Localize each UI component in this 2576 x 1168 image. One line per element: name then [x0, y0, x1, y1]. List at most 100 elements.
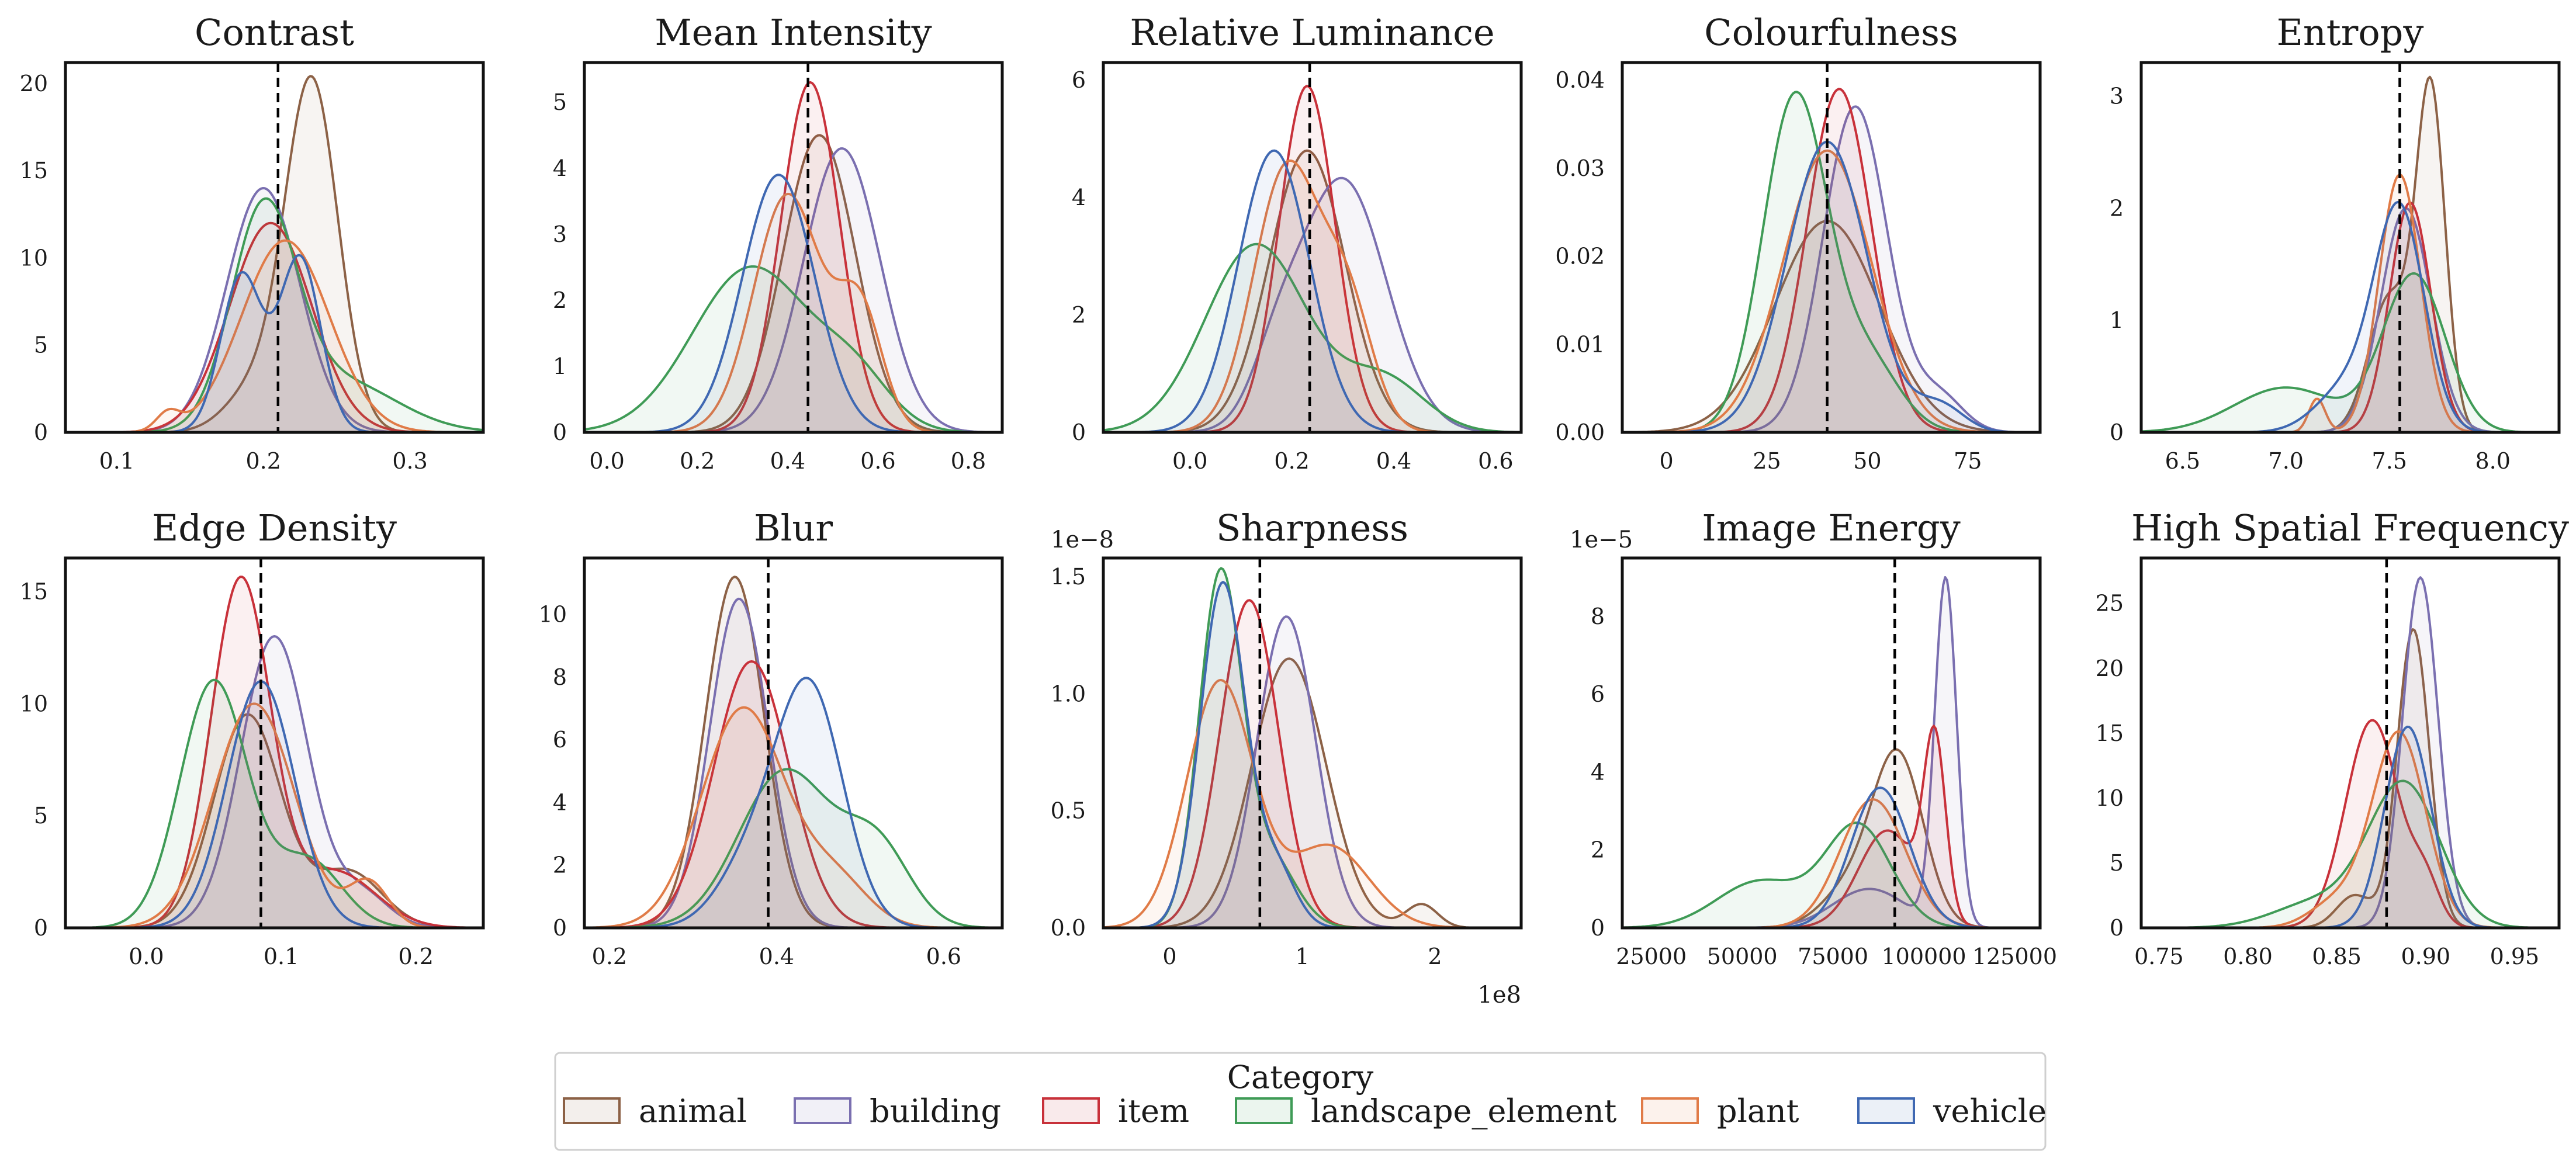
- kde-fill-plant-image-energy: [1622, 799, 2040, 928]
- kde-fill-plant-high-spatial-frequency: [2141, 732, 2559, 928]
- axes-frame-colourfulness: [1621, 61, 2042, 434]
- kde-fill-animal-blur: [584, 577, 1002, 928]
- x-tick-label-sharpness: 2: [1428, 944, 1442, 969]
- y-tick-label-blur: 4: [553, 789, 567, 815]
- x-tick-label-sharpness: 1: [1295, 944, 1309, 969]
- legend-swatch-plant: [1641, 1097, 1699, 1124]
- x-tick-label-contrast: 0.3: [392, 448, 427, 474]
- x-tick-label-edge-density: 0.2: [398, 944, 433, 969]
- x-tick-label-image-energy: 100000: [1882, 944, 1966, 969]
- y-tick-label-blur: 6: [553, 727, 567, 753]
- y-tick-label-sharpness: 1.0: [1051, 681, 1086, 706]
- panel-relative-luminance: Relative Luminance 0.0 0.2 0.4 0.6 0 2 4 6: [1072, 11, 1523, 474]
- kde-fill-plant-contrast: [65, 240, 483, 432]
- panel-title-colourfulness: Colourfulness: [1704, 11, 1958, 54]
- panel-blur: Blur 0.2 0.4 0.6 0 2 4 6 8 10: [539, 507, 1004, 969]
- curves-image-energy: [1622, 576, 2040, 928]
- legend-entry-building: building: [794, 1093, 1001, 1129]
- kde-fill-vehicle-edge-density: [65, 681, 483, 928]
- kde-curve-plant-edge-density: [65, 702, 483, 928]
- y-tick-label-sharpness: 0.5: [1051, 798, 1086, 824]
- kde-fill-plant-edge-density: [65, 703, 483, 928]
- x-tick-label-image-energy: 125000: [1972, 944, 2057, 969]
- panel-title-mean-intensity: Mean Intensity: [655, 11, 932, 54]
- kde-fill-animal-image-energy: [1622, 749, 2040, 928]
- kde-fill-building-colourfulness: [1622, 106, 2040, 432]
- kde-fill-landscape-element-entropy: [2141, 273, 2559, 432]
- legend-title: Category: [1227, 1059, 1374, 1096]
- kde-fill-vehicle-contrast: [65, 255, 483, 432]
- y-tick-label-high-spatial-frequency: 10: [2096, 785, 2124, 811]
- panel-title-image-energy: Image Energy: [1702, 507, 1961, 549]
- y-offset-label-sharpness: 1e−8: [1051, 526, 1114, 553]
- axes-frame-mean-intensity: [583, 61, 1004, 434]
- panel-title-contrast: Contrast: [195, 11, 354, 54]
- kde-curve-landscape-element-relative-luminance: [1103, 242, 1521, 432]
- y-tick-label-edge-density: 0: [34, 915, 48, 941]
- x-tick-label-colourfulness: 75: [1954, 448, 1982, 474]
- kde-fill-item-relative-luminance: [1103, 86, 1521, 432]
- panel-title-relative-luminance: Relative Luminance: [1130, 11, 1494, 54]
- y-tick-label-image-energy: 8: [1591, 604, 1605, 629]
- y-tick-label-mean-intensity: 5: [553, 89, 567, 115]
- axes-frame-sharpness: [1102, 556, 1523, 930]
- panel-edge-density: Edge Density 0.0 0.1 0.2 0 5 10 15: [20, 507, 485, 969]
- kde-fill-animal-edge-density: [65, 714, 483, 928]
- curves-sharpness: [1103, 567, 1521, 928]
- kde-fill-landscape-element-colourfulness: [1622, 92, 2040, 432]
- legend-entries: animal building item landscape_element plant…: [563, 1093, 2047, 1129]
- y-tick-label-colourfulness: 0.01: [1555, 331, 1605, 357]
- y-tick-label-image-energy: 4: [1591, 759, 1605, 785]
- kde-curve-building-blur: [584, 597, 1002, 928]
- kde-fill-animal-colourfulness: [1622, 221, 2040, 432]
- panel-sharpness: Sharpness 0 1 2 0.0 0.5 1.0 1.5 1e−8 1e8: [1051, 507, 1523, 1008]
- kde-curve-vehicle-sharpness: [1103, 581, 1521, 928]
- kde-curve-plant-entropy: [2141, 173, 2559, 432]
- kde-fill-item-image-energy: [1622, 726, 2040, 928]
- x-tick-label-entropy: 8.0: [2475, 448, 2511, 474]
- legend-label-landscape-element: landscape_element: [1311, 1093, 1617, 1129]
- x-tick-label-image-energy: 25000: [1616, 944, 1687, 969]
- kde-curve-item-high-spatial-frequency: [2141, 719, 2559, 928]
- legend-label-item: item: [1118, 1093, 1189, 1129]
- panel-title-sharpness: Sharpness: [1216, 507, 1408, 549]
- kde-fill-building-edge-density: [65, 636, 483, 928]
- x-tick-label-high-spatial-frequency: 0.90: [2401, 944, 2451, 969]
- legend-entry-landscape-element: landscape_element: [1235, 1093, 1617, 1129]
- x-tick-label-contrast: 0.1: [99, 448, 134, 474]
- y-tick-label-entropy: 0: [2110, 420, 2124, 445]
- y-tick-label-high-spatial-frequency: 25: [2096, 591, 2124, 616]
- kde-fill-animal-mean-intensity: [584, 135, 1002, 432]
- x-tick-label-mean-intensity: 0.2: [680, 448, 715, 474]
- kde-fill-item-mean-intensity: [584, 82, 1002, 432]
- panel-image-energy: Image Energy 25000 50000 75000 100000 125000 0…: [1570, 507, 2057, 969]
- legend-label-plant: plant: [1717, 1093, 1799, 1129]
- kde-curve-item-sharpness: [1103, 599, 1521, 928]
- kde-fill-item-blur: [584, 661, 1002, 928]
- kde-curve-building-image-energy: [1622, 576, 2040, 928]
- y-tick-label-blur: 8: [553, 664, 567, 690]
- x-tick-label-colourfulness: 0: [1660, 448, 1674, 474]
- kde-fill-building-image-energy: [1622, 577, 2040, 928]
- y-tick-label-edge-density: 5: [34, 803, 48, 829]
- panel-title-blur: Blur: [754, 507, 833, 549]
- y-tick-label-high-spatial-frequency: 5: [2110, 850, 2124, 876]
- panel-mean-intensity: Mean Intensity 0.0 0.2 0.4 0.6 0.8 0 1 2 3 4 5: [553, 11, 1004, 474]
- y-tick-label-mean-intensity: 1: [553, 353, 567, 379]
- legend-entry-item: item: [1042, 1093, 1189, 1129]
- kde-curve-animal-blur: [584, 576, 1002, 928]
- x-tick-label-colourfulness: 50: [1853, 448, 1881, 474]
- curves-mean-intensity: [584, 81, 1002, 432]
- kde-fill-animal-sharpness: [1103, 658, 1521, 928]
- curves-colourfulness: [1622, 88, 2040, 432]
- kde-curve-building-mean-intensity: [584, 147, 1002, 432]
- kde-fill-animal-contrast: [65, 76, 483, 432]
- y-offset-label-image-energy: 1e−5: [1570, 526, 1633, 553]
- kde-curve-landscape-element-blur: [584, 768, 1002, 928]
- y-tick-label-edge-density: 10: [20, 691, 48, 716]
- x-tick-label-high-spatial-frequency: 0.95: [2490, 944, 2540, 969]
- panel-high-spatial-frequency: High Spatial Frequency 0.75 0.80 0.85 0.90 0.…: [2096, 507, 2569, 969]
- y-tick-label-colourfulness: 0.03: [1555, 155, 1605, 181]
- kde-fill-landscape-element-blur: [584, 769, 1002, 928]
